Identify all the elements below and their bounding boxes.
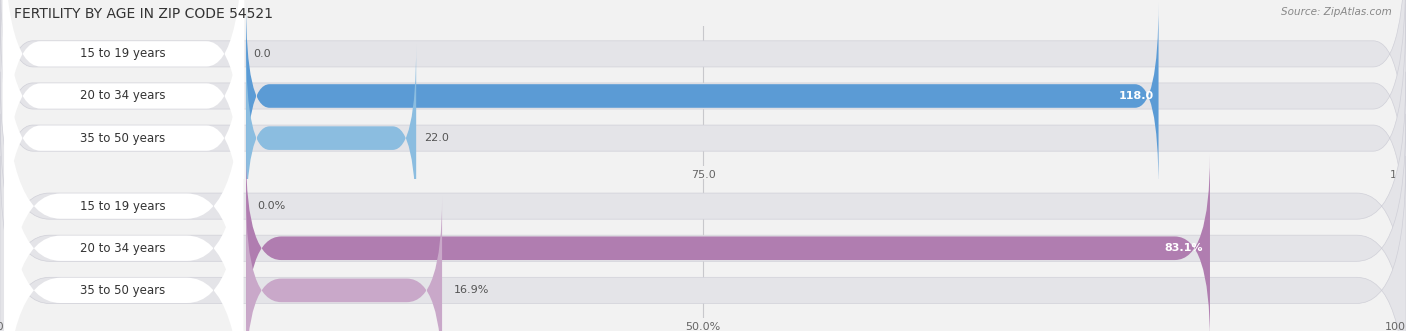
FancyBboxPatch shape	[4, 50, 243, 331]
FancyBboxPatch shape	[0, 72, 1406, 331]
Text: 20 to 34 years: 20 to 34 years	[80, 89, 166, 103]
Text: 22.0: 22.0	[423, 133, 449, 143]
FancyBboxPatch shape	[4, 92, 243, 331]
Text: 35 to 50 years: 35 to 50 years	[80, 132, 166, 145]
Text: 35 to 50 years: 35 to 50 years	[80, 284, 166, 297]
FancyBboxPatch shape	[0, 156, 1406, 331]
FancyBboxPatch shape	[0, 114, 1406, 331]
FancyBboxPatch shape	[0, 4, 1406, 272]
FancyBboxPatch shape	[0, 0, 1406, 230]
Text: 0.0: 0.0	[253, 49, 271, 59]
FancyBboxPatch shape	[0, 0, 1406, 188]
Text: 118.0: 118.0	[1119, 91, 1154, 101]
Text: 20 to 34 years: 20 to 34 years	[80, 242, 166, 255]
Text: 16.9%: 16.9%	[453, 285, 489, 295]
Text: Source: ZipAtlas.com: Source: ZipAtlas.com	[1281, 7, 1392, 17]
Text: 15 to 19 years: 15 to 19 years	[80, 200, 166, 213]
FancyBboxPatch shape	[246, 2, 1159, 190]
FancyBboxPatch shape	[4, 134, 243, 331]
Text: 15 to 19 years: 15 to 19 years	[80, 47, 166, 60]
Text: FERTILITY BY AGE IN ZIP CODE 54521: FERTILITY BY AGE IN ZIP CODE 54521	[14, 7, 273, 21]
Text: 0.0%: 0.0%	[257, 201, 285, 211]
FancyBboxPatch shape	[246, 197, 441, 331]
FancyBboxPatch shape	[3, 0, 245, 252]
Text: 83.1%: 83.1%	[1164, 243, 1204, 253]
FancyBboxPatch shape	[246, 45, 416, 232]
FancyBboxPatch shape	[246, 155, 1211, 331]
FancyBboxPatch shape	[3, 0, 245, 294]
FancyBboxPatch shape	[3, 0, 245, 210]
